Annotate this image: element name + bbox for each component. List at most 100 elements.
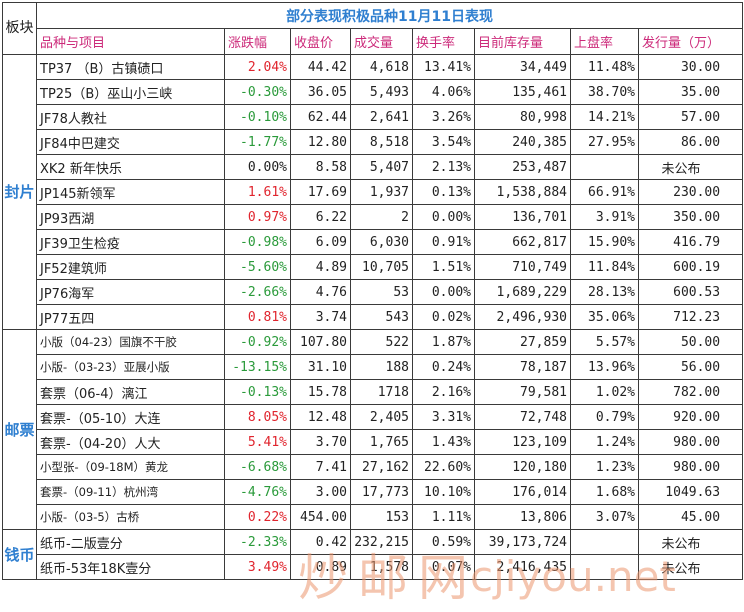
table-row: 套票-（04-20）人大 5.41% 3.70 1,765 1.43% 123,109 1.… <box>3 429 744 455</box>
item-name: XK2 新年快乐 <box>36 154 225 180</box>
stock-cell: 253,487 <box>474 154 571 180</box>
volume-cell: 1,765 <box>350 429 413 455</box>
change-cell: -2.33% <box>224 529 291 555</box>
change-cell: -13.15% <box>224 354 291 380</box>
close-cell: 4.76 <box>290 279 351 305</box>
header-volume: 成交量 <box>350 28 413 55</box>
change-cell: -2.66% <box>224 279 291 305</box>
change-cell: 3.49% <box>224 554 291 580</box>
table-row: JF84中巴建交 -1.77% 12.80 8,518 3.54% 240,385 27.9… <box>3 129 744 155</box>
item-name: JP145新领军 <box>36 179 225 205</box>
issue-cell: 未公布 <box>637 154 744 180</box>
issue-cell: 600.19 <box>637 254 744 280</box>
turnover-cell: 0.91% <box>412 229 475 255</box>
table-row: 套票-（05-10）大连 8.05% 12.48 2,405 3.31% 72,748 0.… <box>3 404 744 430</box>
close-cell: 0.89 <box>290 554 351 580</box>
table-row: TP25（B）巫山小三峡 -0.30% 36.05 5,493 4.06% 135,461… <box>3 79 744 105</box>
change-cell: -5.60% <box>224 254 291 280</box>
turnover-cell: 2.16% <box>412 379 475 405</box>
close-cell: 454.00 <box>290 504 351 530</box>
change-cell: 8.05% <box>224 404 291 430</box>
close-cell: 8.58 <box>290 154 351 180</box>
close-cell: 36.05 <box>290 79 351 105</box>
turnover-cell: 3.54% <box>412 129 475 155</box>
table-row: 钱币 纸币-二版壹分 -2.33% 0.42 232,215 0.59% 39,173,72… <box>2 529 744 580</box>
change-cell: -0.10% <box>224 104 291 130</box>
stock-cell: 79,581 <box>474 379 571 405</box>
rate-cell: 15.90% <box>570 229 639 255</box>
change-cell: 0.00% <box>224 154 291 180</box>
close-cell: 3.74 <box>290 304 351 330</box>
volume-cell: 53 <box>350 279 413 305</box>
item-name: JP76海军 <box>36 279 225 305</box>
turnover-cell: 1.51% <box>412 254 475 280</box>
volume-cell: 2,641 <box>350 104 413 130</box>
table-row: 封片 TP37 （B）古镇碛口 2.04% 44.42 4,618 13.41% 34,44… <box>2 54 744 330</box>
table-row: JF78人教社 -0.10% 62.44 2,641 3.26% 80,998 14.21%… <box>3 104 744 130</box>
rate-cell: 1.23% <box>570 454 639 480</box>
stock-cell: 176,014 <box>474 479 571 505</box>
table-row: 套票（06-4）漓江 -0.13% 15.78 1718 2.16% 79,581 1.02… <box>3 379 744 405</box>
stock-cell: 240,385 <box>474 129 571 155</box>
turnover-cell: 3.31% <box>412 404 475 430</box>
item-name: 套票-（04-20）人大 <box>36 429 225 455</box>
turnover-cell: 0.24% <box>412 354 475 380</box>
volume-cell: 2,405 <box>350 404 413 430</box>
item-name: 小版（04-23）国旗不干胶 <box>36 329 225 355</box>
volume-cell: 8,518 <box>350 129 413 155</box>
close-cell: 62.44 <box>290 104 351 130</box>
item-name: 小版-（03-23）亚展小版 <box>36 354 225 380</box>
close-cell: 4.89 <box>290 254 351 280</box>
issue-cell: 980.00 <box>637 454 744 480</box>
change-cell: -6.68% <box>224 454 291 480</box>
issue-cell: 350.00 <box>637 204 744 230</box>
rate-cell: 5.57% <box>570 329 639 355</box>
table-row: JP93西湖 0.97% 6.22 2 0.00% 136,701 3.91% 350.00 <box>3 204 744 230</box>
turnover-cell: 2.13% <box>412 154 475 180</box>
rate-cell: 38.70% <box>570 79 639 105</box>
volume-cell: 27,162 <box>350 454 413 480</box>
rate-cell: 27.95% <box>570 129 639 155</box>
close-cell: 15.78 <box>290 379 351 405</box>
close-cell: 107.80 <box>290 329 351 355</box>
issue-cell: 782.00 <box>637 379 744 405</box>
volume-cell: 1,578 <box>350 554 413 580</box>
change-cell: 0.97% <box>224 204 291 230</box>
stock-cell: 120,180 <box>474 454 571 480</box>
table-row: 小版-（03-23）亚展小版 -13.15% 31.10 188 0.24% 78,187… <box>3 354 744 380</box>
rate-cell <box>570 154 639 180</box>
change-cell: 0.81% <box>224 304 291 330</box>
block-label: 封片 <box>2 54 37 330</box>
change-cell: 0.22% <box>224 504 291 530</box>
issue-cell: 30.00 <box>637 54 744 80</box>
volume-cell: 4,618 <box>350 54 413 80</box>
stock-cell: 710,749 <box>474 254 571 280</box>
issue-cell: 980.00 <box>637 429 744 455</box>
volume-cell: 1718 <box>350 379 413 405</box>
rate-cell: 1.24% <box>570 429 639 455</box>
issue-cell: 920.00 <box>637 404 744 430</box>
item-name: JF52建筑师 <box>36 254 225 280</box>
stock-cell: 13,806 <box>474 504 571 530</box>
volume-cell: 232,215 <box>350 529 413 555</box>
stock-cell: 123,109 <box>474 429 571 455</box>
stock-table: 板块 部分表现积极品种11月11日表现 品种与项目 涨跌幅 收盘价 成交量 换手率 目前库… <box>2 2 744 580</box>
close-cell: 12.80 <box>290 129 351 155</box>
issue-cell: 416.79 <box>637 229 744 255</box>
issue-cell: 600.53 <box>637 279 744 305</box>
stock-cell: 72,748 <box>474 404 571 430</box>
table-title: 部分表现积极品种11月11日表现 <box>35 2 744 29</box>
rate-cell: 3.07% <box>570 504 639 530</box>
turnover-cell: 1.11% <box>412 504 475 530</box>
change-cell: -0.98% <box>224 229 291 255</box>
close-cell: 6.22 <box>290 204 351 230</box>
change-cell: 5.41% <box>224 429 291 455</box>
rate-cell: 1.68% <box>570 479 639 505</box>
close-cell: 12.48 <box>290 404 351 430</box>
change-cell: -0.92% <box>224 329 291 355</box>
volume-cell: 1,937 <box>350 179 413 205</box>
issue-cell: 1049.63 <box>637 479 744 505</box>
turnover-cell: 1.43% <box>412 429 475 455</box>
stock-cell: 135,461 <box>474 79 571 105</box>
header-name: 品种与项目 <box>36 28 225 55</box>
